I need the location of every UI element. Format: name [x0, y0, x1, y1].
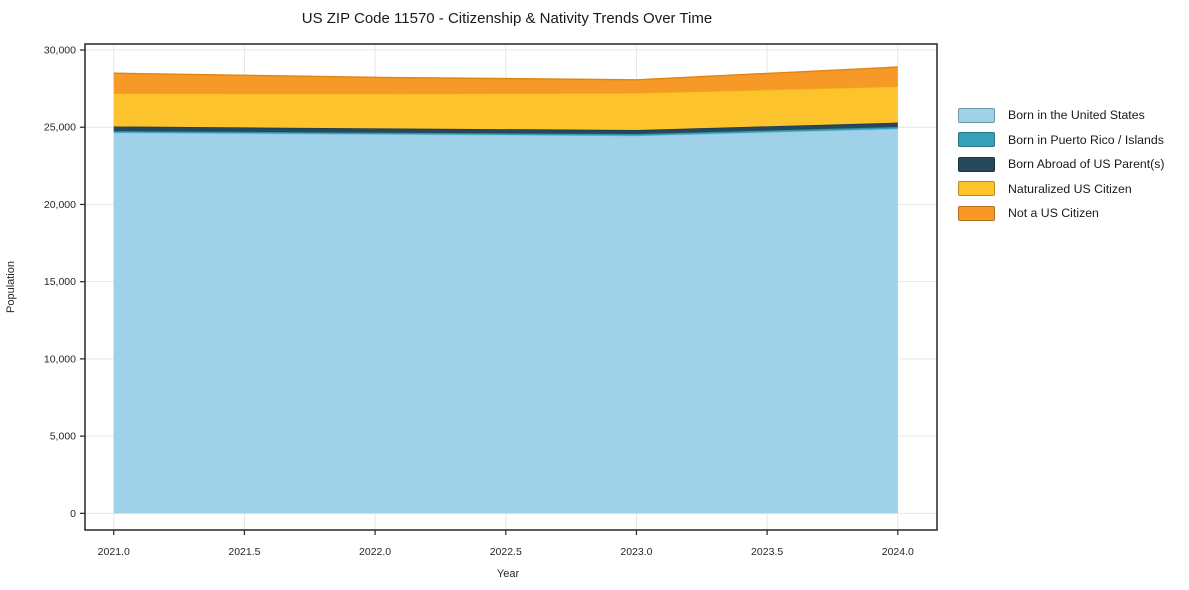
legend-swatch — [958, 107, 995, 123]
legend-label: Born in the United States — [1008, 108, 1145, 123]
area-series — [113, 126, 898, 136]
legend-swatch — [958, 181, 995, 197]
y-tick-label: 5,000 — [50, 431, 76, 443]
y-tick-label: 10,000 — [44, 353, 76, 365]
area-series — [113, 122, 898, 135]
area-series — [113, 128, 898, 514]
legend-item: Born in Puerto Rico / Islands — [958, 128, 1165, 153]
legend-label: Not a US Citizen — [1008, 206, 1099, 221]
x-tick-label: 2023.0 — [620, 546, 652, 558]
stacked-areas — [113, 66, 898, 514]
legend: Born in the United States Born in Puerto … — [958, 103, 1165, 226]
legend-item: Born in the United States — [958, 103, 1165, 128]
x-tick-label: 2023.5 — [751, 546, 783, 558]
area-series — [113, 67, 898, 94]
plot-border — [84, 43, 938, 531]
x-tick-label: 2024.0 — [882, 546, 914, 558]
y-tick-label: 30,000 — [44, 45, 76, 57]
x-tick-label: 2021.5 — [228, 546, 260, 558]
legend-label: Born Abroad of US Parent(s) — [1008, 157, 1165, 172]
legend-label: Naturalized US Citizen — [1008, 181, 1132, 196]
x-tick-label: 2022.0 — [359, 546, 391, 558]
y-tick-label: 0 — [70, 508, 76, 520]
x-tick-label: 2022.5 — [490, 546, 522, 558]
legend-swatch — [958, 132, 995, 148]
x-axis-label: Year — [497, 568, 520, 580]
area-series-edge — [113, 66, 898, 81]
y-tick-label: 20,000 — [44, 199, 76, 211]
chart-title: US ZIP Code 11570 - Citizenship & Nativi… — [302, 10, 712, 27]
y-tick-label: 25,000 — [44, 122, 76, 134]
x-tick-label: 2021.0 — [98, 546, 130, 558]
legend-item: Not a US Citizen — [958, 201, 1165, 226]
legend-swatch — [958, 205, 995, 221]
y-tick-label: 15,000 — [44, 276, 76, 288]
y-axis-label: Population — [5, 261, 17, 313]
legend-item: Naturalized US Citizen — [958, 177, 1165, 202]
legend-label: Born in Puerto Rico / Islands — [1008, 132, 1164, 147]
area-series — [113, 86, 898, 131]
axes: 0 5,000 10,000 15,000 20,000 25,000 30,000 2021… — [44, 43, 938, 558]
legend-item: Born Abroad of US Parent(s) — [958, 152, 1165, 177]
legend-swatch — [958, 156, 995, 172]
